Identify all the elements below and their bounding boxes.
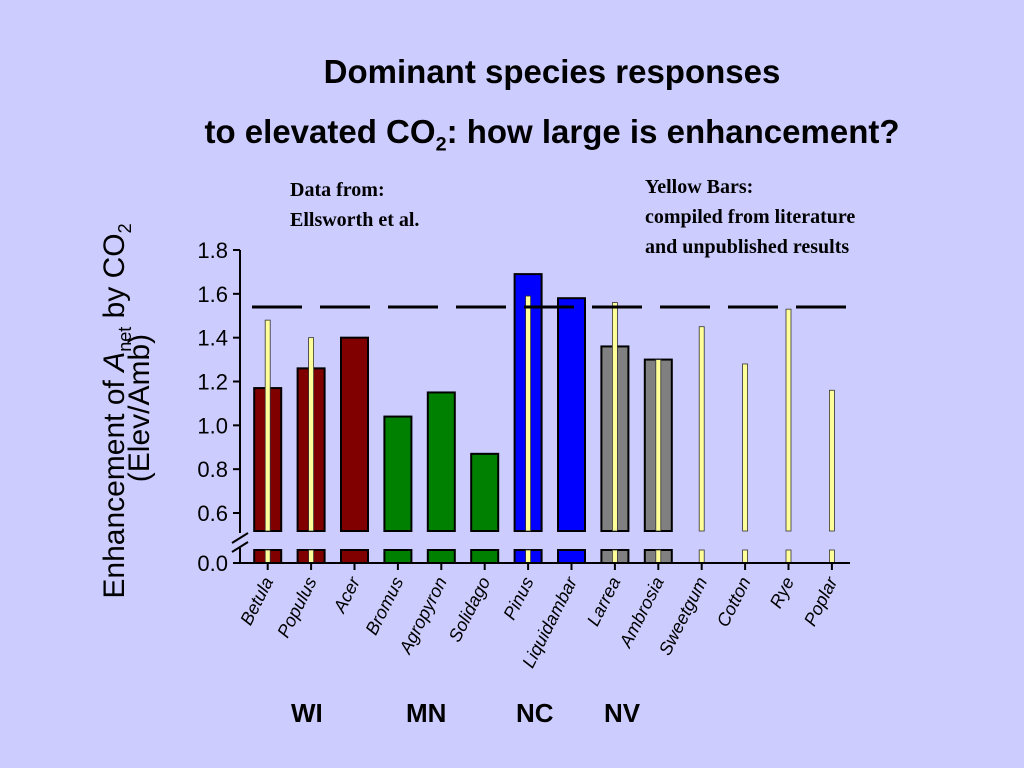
title-line2-post: : how large is enhancement?: [446, 113, 900, 150]
x-tick-label-solidago: Solidago: [445, 574, 495, 646]
x-tick-label-cotton: Cotton: [713, 574, 755, 630]
x-tick-label-rye: Rye: [766, 574, 798, 612]
bar-base-acer: [340, 549, 369, 564]
yellow-bar-base-sweetgum: [698, 549, 705, 564]
bar-liquidambar: [557, 297, 586, 533]
x-tick-label-larrea: Larrea: [583, 574, 624, 629]
region-label-mn: MN: [406, 698, 447, 728]
source-note-line1: Data from:: [290, 179, 385, 201]
title-line2-pre: to elevated CO: [204, 113, 436, 150]
yellow-bar-base-cotton: [742, 549, 748, 564]
axis-break-mark-top: [231, 532, 249, 544]
yellow-bar-cotton: [742, 363, 748, 532]
title-co2-subscript: 2: [435, 133, 447, 156]
yellow-note-line2: compiled from literature: [645, 206, 856, 228]
region-label-nc: NC: [516, 698, 554, 728]
source-note-line2: Ellsworth et al.: [290, 209, 420, 231]
y-tick-label: 1.4: [197, 326, 228, 351]
x-tick-label-pinus: Pinus: [499, 574, 537, 623]
bar-base-bromus: [383, 549, 413, 564]
yellow-note-line3: and unpublished results: [645, 236, 850, 258]
yellow-note-line1: Yellow Bars:: [645, 176, 754, 198]
x-tick-label-bromus: Bromus: [361, 574, 407, 638]
yellow-bar-base-betula: [264, 549, 271, 564]
y-tick-label: 1.8: [197, 238, 228, 263]
source-note: Data from: Ellsworth et al.: [290, 175, 419, 235]
y-tick-label: 1.0: [197, 413, 228, 438]
x-tick-label-acer: Acer: [329, 573, 365, 617]
chart-title-line1: Dominant species responses: [323, 53, 781, 90]
yellow-bar-base-poplar: [829, 549, 835, 564]
yellow-bars-note: Yellow Bars: compiled from literature an…: [645, 172, 855, 262]
axis-break-mark-bottom: [231, 541, 249, 553]
yellow-bar-base-ambrosia: [655, 549, 662, 564]
x-tick-label-poplar: Poplar: [800, 573, 842, 629]
yellow-bar-base-pinus: [525, 549, 531, 564]
yellow-bar-pinus: [525, 295, 531, 532]
yellow-bar-base-rye: [785, 549, 792, 564]
x-tick-label-betula: Betula: [236, 574, 277, 629]
y-tick-label: 0.6: [197, 501, 228, 526]
bar-bromus: [383, 415, 413, 533]
yellow-bar-ambrosia: [655, 359, 662, 532]
yellow-bar-larrea: [612, 302, 618, 532]
bar-base-agropyron: [426, 549, 456, 564]
x-tick-label-populus: Populus: [273, 574, 320, 641]
yellow-bar-betula: [264, 319, 271, 532]
yellow-bar-base-populus: [308, 549, 315, 564]
yellow-bar-populus: [308, 337, 315, 532]
bar-acer: [340, 336, 369, 532]
region-label-nv: NV: [604, 698, 641, 728]
y-tick-label: 1.6: [197, 282, 228, 307]
yellow-bar-base-larrea: [612, 549, 618, 564]
bar-base-liquidambar: [557, 549, 586, 564]
y-tick-label: 1.2: [197, 370, 228, 395]
axis-break-gap: [241, 532, 851, 549]
bar-base-solidago: [470, 549, 500, 564]
bar-agropyron: [426, 391, 456, 533]
y-tick-label: 0.0: [197, 551, 228, 576]
yellow-bar-sweetgum: [698, 326, 705, 532]
region-label-wi: WI: [291, 698, 323, 728]
y-tick-label: 0.8: [197, 457, 228, 482]
bar-solidago: [470, 452, 500, 533]
yellow-bar-poplar: [829, 389, 835, 532]
yellow-bar-rye: [785, 308, 792, 532]
chart-title-line2: to elevated CO2: how large is enhancemen…: [0, 112, 1024, 165]
